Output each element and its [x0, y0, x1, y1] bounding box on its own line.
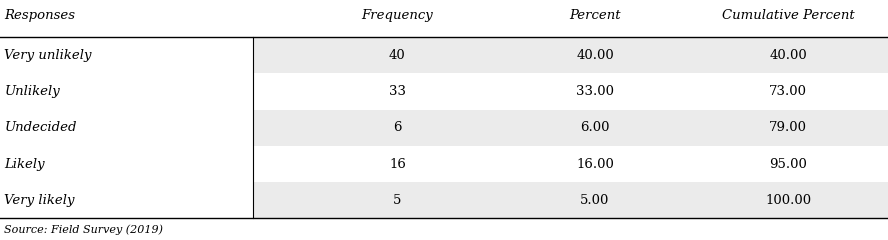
- Text: 95.00: 95.00: [769, 157, 807, 171]
- Text: 5.00: 5.00: [580, 194, 610, 207]
- Text: Very likely: Very likely: [4, 194, 75, 207]
- Text: Source: Field Survey (2019): Source: Field Survey (2019): [4, 225, 163, 235]
- Text: Undecided: Undecided: [4, 121, 77, 134]
- Text: Unlikely: Unlikely: [4, 85, 60, 98]
- Text: 40.00: 40.00: [769, 49, 807, 62]
- Text: 40.00: 40.00: [576, 49, 614, 62]
- Text: Likely: Likely: [4, 157, 45, 171]
- Text: Responses: Responses: [4, 9, 75, 22]
- Text: 73.00: 73.00: [769, 85, 807, 98]
- Text: 6: 6: [393, 121, 401, 134]
- Bar: [253, 182, 888, 218]
- Text: 33.00: 33.00: [576, 85, 614, 98]
- Text: Very unlikely: Very unlikely: [4, 49, 92, 62]
- Text: 100.00: 100.00: [765, 194, 811, 207]
- Text: 16.00: 16.00: [576, 157, 614, 171]
- Text: Percent: Percent: [569, 9, 621, 22]
- Text: 40: 40: [389, 49, 406, 62]
- Text: 16: 16: [389, 157, 406, 171]
- Text: 79.00: 79.00: [769, 121, 807, 134]
- Bar: [253, 37, 888, 73]
- Text: 5: 5: [393, 194, 401, 207]
- Text: 6.00: 6.00: [580, 121, 610, 134]
- Bar: [253, 110, 888, 146]
- Text: Frequency: Frequency: [361, 9, 433, 22]
- Text: Cumulative Percent: Cumulative Percent: [722, 9, 854, 22]
- Text: 33: 33: [389, 85, 406, 98]
